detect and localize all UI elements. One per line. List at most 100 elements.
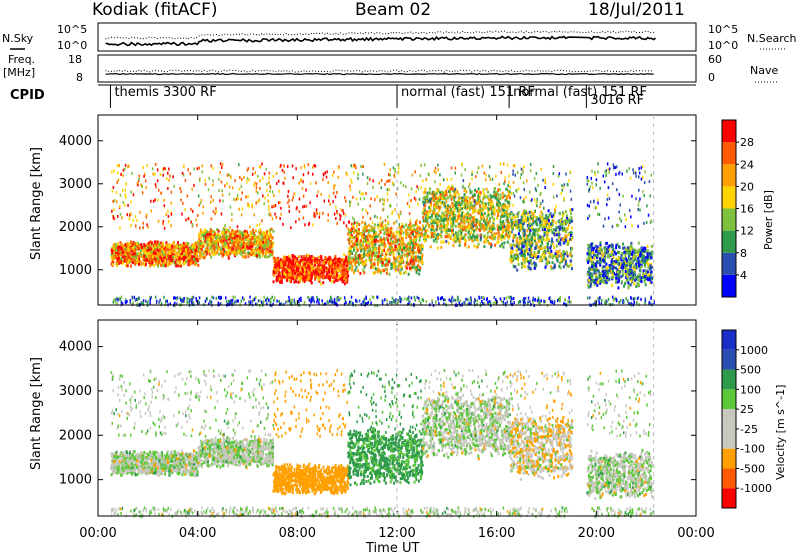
echo-cell <box>415 198 417 202</box>
echo-cell <box>223 236 226 240</box>
echo-cell <box>412 241 415 245</box>
echo-cell <box>467 214 469 218</box>
echo-cell <box>245 195 247 199</box>
echo-cell <box>461 207 463 211</box>
echo-cell <box>503 235 506 239</box>
echo-cell <box>459 203 462 206</box>
echo-cell <box>388 231 391 235</box>
echo-cell <box>375 251 378 255</box>
echo-cell <box>123 259 126 263</box>
echo-cell <box>432 210 435 213</box>
echo-cell <box>426 195 428 199</box>
echo-cell <box>559 266 562 270</box>
echo-cell <box>280 163 282 167</box>
echo-cell <box>430 228 433 232</box>
echo-cell <box>347 262 350 265</box>
echo-cell <box>349 200 351 204</box>
echo-cell <box>379 224 382 228</box>
echo-cell <box>493 227 496 231</box>
echo-cell <box>207 249 210 253</box>
echo-cell <box>479 226 482 230</box>
echo-cell <box>122 200 125 204</box>
echo-cell <box>115 243 118 247</box>
echo-cell <box>462 215 465 219</box>
echo-cell <box>470 220 473 224</box>
echo-cell <box>153 251 155 255</box>
echo-cell <box>456 202 459 206</box>
echo-cell <box>164 264 167 268</box>
echo-cell <box>274 265 277 269</box>
echo-cell <box>496 216 499 220</box>
echo-cell <box>283 267 286 271</box>
echo-cell <box>208 232 211 236</box>
echo-cell <box>208 252 211 256</box>
echo-cell <box>207 188 210 192</box>
echo-cell <box>168 244 171 248</box>
echo-cell <box>283 181 285 185</box>
echo-cell <box>212 234 215 238</box>
echo-cell <box>156 240 159 244</box>
echo-cell <box>395 230 398 234</box>
echo-cell <box>229 205 232 209</box>
echo-cell <box>148 254 151 258</box>
echo-cell <box>299 277 302 281</box>
echo-cell <box>251 205 254 209</box>
echo-cell <box>173 241 175 244</box>
echo-cell <box>146 164 148 168</box>
echo-cell <box>327 181 329 184</box>
echo-cell <box>470 226 473 230</box>
echo-cell <box>479 200 482 204</box>
echo-cell <box>180 249 183 253</box>
echo-cell <box>496 224 499 228</box>
echo-cell <box>487 213 490 217</box>
echo-cell <box>134 254 137 258</box>
echo-cell <box>501 235 504 238</box>
echo-cell <box>412 224 415 228</box>
echo-cell <box>399 260 402 264</box>
echo-cell <box>444 192 447 196</box>
echo-cell <box>137 247 140 251</box>
echo-cell <box>405 266 408 270</box>
echo-cell <box>229 226 231 230</box>
echo-cell <box>219 171 221 175</box>
echo-cell <box>347 227 350 231</box>
echo-cell <box>435 201 438 205</box>
echo-cell <box>425 178 428 182</box>
echo-cell <box>436 217 439 221</box>
echo-cell <box>302 274 305 278</box>
echo-cell <box>360 249 363 253</box>
echo-cell <box>264 243 267 247</box>
echo-cell <box>153 240 156 244</box>
echo-cell <box>182 253 185 257</box>
echo-cell <box>440 240 443 244</box>
echo-cell <box>138 258 140 262</box>
echo-cell <box>450 187 452 191</box>
echo-cell <box>410 199 412 203</box>
echo-cell <box>498 209 501 213</box>
echo-cell <box>398 238 401 242</box>
echo-cell <box>323 199 326 203</box>
echo-cell <box>260 241 263 245</box>
echo-cell <box>297 273 300 277</box>
echo-cell <box>410 228 413 232</box>
echo-cell <box>378 181 380 185</box>
echo-cell <box>309 182 312 186</box>
echo-cell <box>387 215 389 219</box>
echo-cell <box>381 264 384 267</box>
echo-cell <box>382 262 385 266</box>
echo-cell <box>432 239 435 243</box>
echo-cell <box>197 213 199 217</box>
echo-cell <box>431 231 434 235</box>
echo-cell <box>244 252 247 256</box>
echo-cell <box>144 260 147 264</box>
echo-cell <box>216 241 219 245</box>
echo-cell <box>132 250 135 254</box>
echo-cell <box>253 249 256 253</box>
echo-cell <box>394 208 396 212</box>
echo-cell <box>236 240 239 244</box>
echo-cell <box>347 251 350 255</box>
echo-cell <box>216 228 219 231</box>
echo-cell <box>273 266 275 270</box>
echo-cell <box>490 200 493 203</box>
echo-cell <box>447 208 449 212</box>
